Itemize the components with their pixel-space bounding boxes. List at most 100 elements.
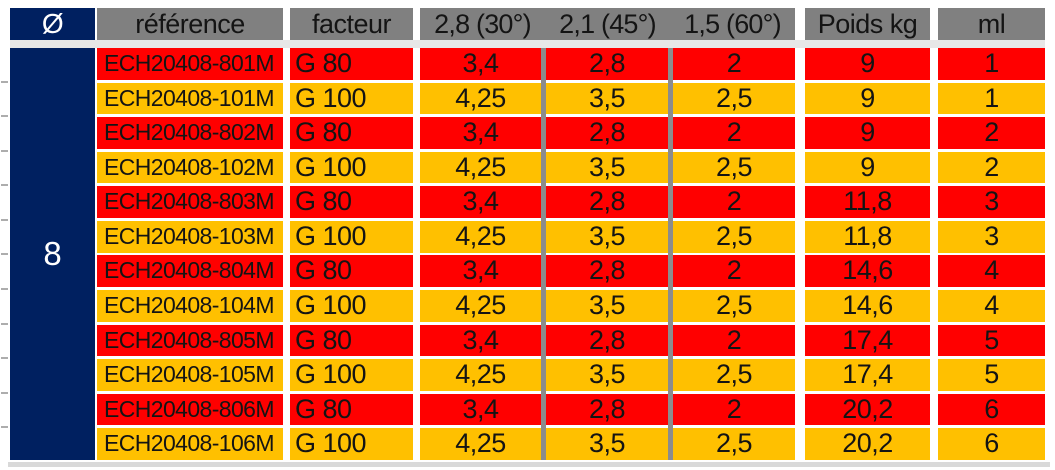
cell-factor[interactable]: G 100 (290, 290, 413, 322)
cell-v30[interactable]: 3,4 (420, 393, 541, 426)
cell-v30[interactable]: 3,4 (420, 117, 541, 149)
cell-v45[interactable]: 2,8 (546, 48, 668, 80)
cell-v45[interactable]: 3,5 (546, 82, 668, 115)
cell-v60[interactable]: 2 (673, 117, 795, 149)
cell-reference[interactable]: ECH20408-101M (97, 82, 283, 115)
cell-reference[interactable]: ECH20408-805M (97, 324, 283, 357)
cell-v60[interactable]: 2 (673, 324, 795, 357)
cell-v45[interactable]: 2,8 (546, 117, 668, 149)
cell-ml[interactable]: 3 (938, 220, 1045, 253)
cell-ml[interactable]: 4 (938, 255, 1045, 288)
cell-weight_kg[interactable]: 20,2 (805, 428, 930, 460)
row-gridline-tick (1, 184, 8, 187)
cell-ml[interactable]: 5 (938, 359, 1045, 391)
cell-v60[interactable]: 2,5 (673, 359, 795, 391)
cell-v60[interactable]: 2,5 (673, 428, 795, 460)
header-weight-kg[interactable]: Poids kg (805, 8, 930, 40)
cell-factor[interactable]: G 100 (290, 151, 413, 184)
cell-weight_kg[interactable]: 9 (805, 117, 930, 149)
cell-reference[interactable]: ECH20408-802M (97, 117, 283, 149)
cell-v60[interactable]: 2,5 (673, 82, 795, 115)
cell-weight_kg[interactable]: 20,2 (805, 393, 930, 426)
cell-v60[interactable]: 2 (673, 48, 795, 80)
header-angle-45[interactable]: 2,1 (45°) (559, 9, 656, 39)
cell-ml[interactable]: 4 (938, 290, 1045, 322)
table-row: ECH20408-101M G 100 4,25 3,5 2,5 9 1 (0, 82, 1055, 115)
cell-v45[interactable]: 3,5 (546, 359, 668, 391)
cell-v30[interactable]: 3,4 (420, 186, 541, 218)
cell-ml[interactable]: 3 (938, 186, 1045, 218)
cell-v45[interactable]: 2,8 (546, 186, 668, 218)
cell-factor[interactable]: G 80 (290, 186, 413, 218)
cell-weight_kg[interactable]: 14,6 (805, 255, 930, 288)
cell-v45[interactable]: 3,5 (546, 290, 668, 322)
cell-v30[interactable]: 3,4 (420, 324, 541, 357)
cell-weight_kg[interactable]: 17,4 (805, 359, 930, 391)
cell-weight_kg[interactable]: 14,6 (805, 290, 930, 322)
cell-v45[interactable]: 3,5 (546, 428, 668, 460)
cell-ml[interactable]: 1 (938, 48, 1045, 80)
cell-ml[interactable]: 6 (938, 393, 1045, 426)
cell-weight_kg[interactable]: 9 (805, 151, 930, 184)
cell-factor[interactable]: G 80 (290, 48, 413, 80)
cell-factor[interactable]: G 80 (290, 324, 413, 357)
cell-reference[interactable]: ECH20408-803M (97, 186, 283, 218)
cell-weight_kg[interactable]: 9 (805, 82, 930, 115)
cell-ml[interactable]: 2 (938, 117, 1045, 149)
cell-weight_kg[interactable]: 11,8 (805, 220, 930, 253)
cell-reference[interactable]: ECH20408-801M (97, 48, 283, 80)
header-reference[interactable]: référence (97, 8, 283, 40)
cell-ml[interactable]: 2 (938, 151, 1045, 184)
cell-ml[interactable]: 5 (938, 324, 1045, 357)
header-angle-group: 2,8 (30°) 2,1 (45°) 1,5 (60°) (420, 8, 795, 40)
cell-factor[interactable]: G 100 (290, 428, 413, 460)
header-factor[interactable]: facteur (290, 8, 413, 40)
header-ml[interactable]: ml (938, 8, 1045, 40)
cell-v45[interactable]: 3,5 (546, 151, 668, 184)
cell-factor[interactable]: G 100 (290, 359, 413, 391)
cell-v60[interactable]: 2 (673, 393, 795, 426)
cell-v45[interactable]: 2,8 (546, 324, 668, 357)
cell-ml[interactable]: 1 (938, 82, 1045, 115)
cell-reference[interactable]: ECH20408-806M (97, 393, 283, 426)
cell-v60[interactable]: 2 (673, 186, 795, 218)
column-separator (541, 48, 546, 460)
cell-v60[interactable]: 2,5 (673, 220, 795, 253)
cell-v60[interactable]: 2,5 (673, 290, 795, 322)
cell-reference[interactable]: ECH20408-102M (97, 151, 283, 184)
cell-factor[interactable]: G 80 (290, 393, 413, 426)
cell-reference[interactable]: ECH20408-106M (97, 428, 283, 460)
cell-reference[interactable]: ECH20408-103M (97, 220, 283, 253)
diameter-merged-cell[interactable]: 8 (10, 48, 95, 460)
cell-v30[interactable]: 3,4 (420, 48, 541, 80)
cell-weight_kg[interactable]: 9 (805, 48, 930, 80)
header-diameter[interactable]: Ø (10, 8, 95, 40)
cell-v45[interactable]: 3,5 (546, 220, 668, 253)
cell-reference[interactable]: ECH20408-105M (97, 359, 283, 391)
cell-reference[interactable]: ECH20408-804M (97, 255, 283, 288)
cell-v30[interactable]: 4,25 (420, 220, 541, 253)
cell-v30[interactable]: 4,25 (420, 290, 541, 322)
cell-factor[interactable]: G 100 (290, 82, 413, 115)
cell-v60[interactable]: 2 (673, 255, 795, 288)
cell-v30[interactable]: 3,4 (420, 255, 541, 288)
cell-ml[interactable]: 6 (938, 428, 1045, 460)
cell-v30[interactable]: 4,25 (420, 428, 541, 460)
cell-weight_kg[interactable]: 17,4 (805, 324, 930, 357)
cell-v30[interactable]: 4,25 (420, 151, 541, 184)
cell-v30[interactable]: 4,25 (420, 359, 541, 391)
cell-v60[interactable]: 2,5 (673, 151, 795, 184)
cell-factor[interactable]: G 80 (290, 117, 413, 149)
header-angle-60[interactable]: 1,5 (60°) (684, 9, 781, 39)
cell-factor[interactable]: G 80 (290, 255, 413, 288)
cell-v45[interactable]: 2,8 (546, 393, 668, 426)
cell-v45[interactable]: 2,8 (546, 255, 668, 288)
row-gridline-tick (1, 149, 8, 152)
header-angle-30[interactable]: 2,8 (30°) (434, 9, 531, 39)
cell-v30[interactable]: 4,25 (420, 82, 541, 115)
table-row: ECH20408-105M G 100 4,25 3,5 2,5 17,4 5 (0, 359, 1055, 391)
cell-factor[interactable]: G 100 (290, 220, 413, 253)
cell-weight_kg[interactable]: 11,8 (805, 186, 930, 218)
cell-reference[interactable]: ECH20408-104M (97, 290, 283, 322)
